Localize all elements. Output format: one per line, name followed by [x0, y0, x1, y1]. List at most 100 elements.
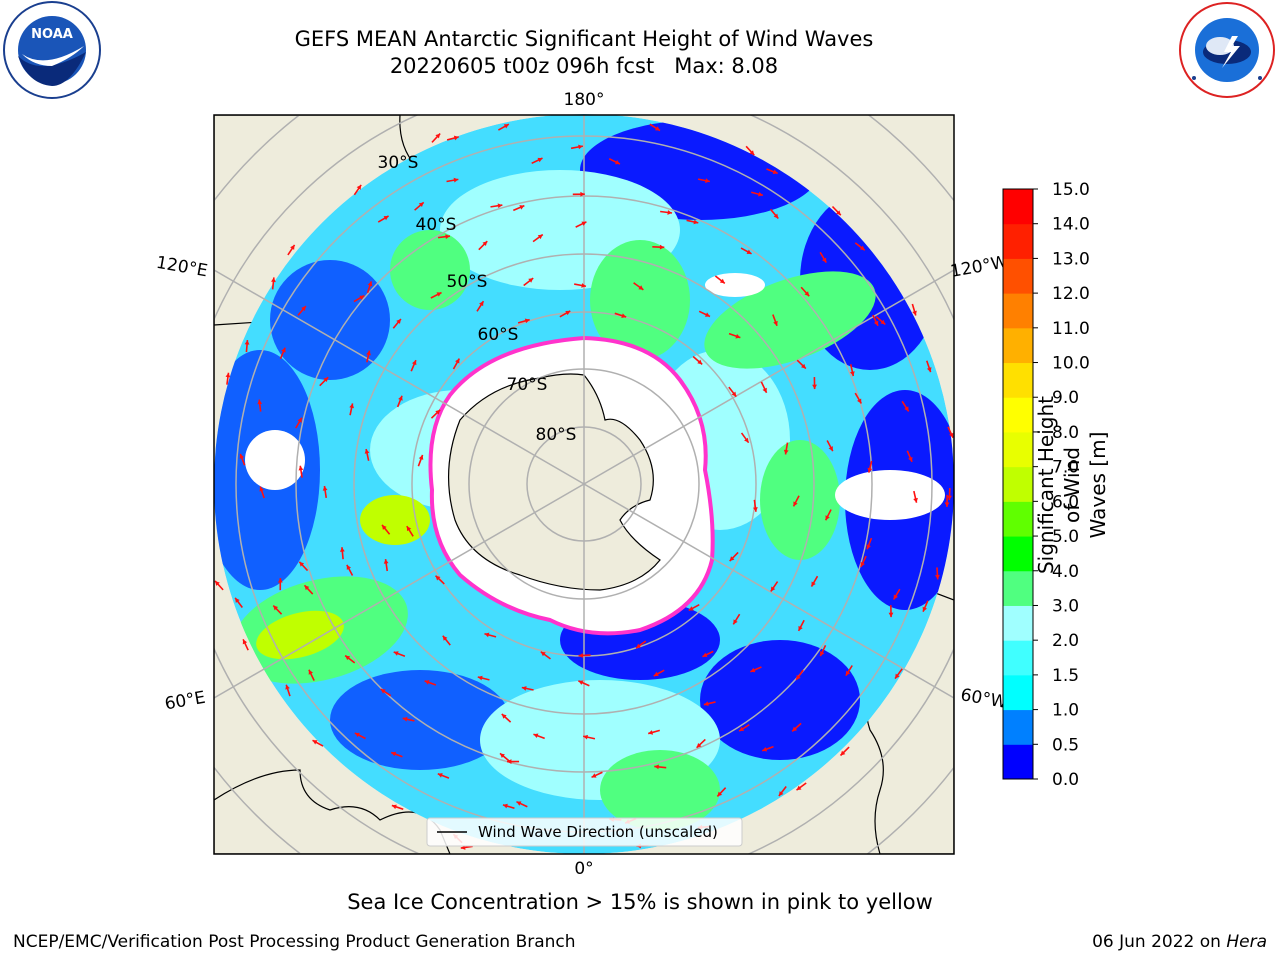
wind-arrow-head: [366, 350, 371, 356]
colorbar-segment: [1003, 431, 1033, 468]
wind-arrow-head: [850, 371, 855, 377]
wind-arrow-head: [753, 507, 758, 512]
wind-arrow-head: [281, 347, 286, 353]
wind-arrow-head: [744, 437, 749, 443]
wind-arrow-head: [482, 241, 488, 247]
wind-arrow-head: [257, 399, 263, 405]
colorbar-tick-label: 13.0: [1052, 249, 1090, 269]
wind-arrow-head: [259, 486, 264, 492]
wind-arrow-head: [821, 257, 827, 263]
wind-arrow-head: [845, 670, 851, 676]
wind-arrow-head: [750, 667, 756, 673]
wind-arrow-head: [908, 456, 913, 462]
wind-arrow-head: [772, 169, 778, 175]
footer-host: Hera: [1226, 932, 1267, 952]
wind-arrow-head: [947, 495, 952, 501]
wind-arrow-head: [215, 580, 220, 586]
wind-arrow-head: [364, 449, 370, 454]
wind-arrow-head: [836, 210, 841, 216]
wind-arrow-head: [704, 312, 710, 317]
wind-arrow-head: [922, 606, 928, 612]
colorbar-tick-label: 11.0: [1052, 319, 1090, 339]
wind-arrow-head: [944, 502, 950, 507]
lon-label-0: 0°: [574, 859, 593, 879]
wind-arrow-head: [396, 319, 401, 324]
wind-arrow-head: [398, 395, 403, 401]
lon-label-120w: 120°W: [949, 252, 1010, 282]
wind-arrow-head: [285, 684, 290, 690]
colorbar-segment: [1003, 674, 1033, 711]
colorbar-segment: [1003, 709, 1033, 745]
wind-arrow-head: [301, 306, 306, 311]
wind-arrow-head: [437, 773, 443, 778]
colorbar-segment: [1003, 570, 1033, 606]
wind-arrow-head: [717, 791, 723, 797]
wind-arrow-head: [507, 759, 512, 764]
wind-arrow-head: [581, 221, 587, 226]
wind-arrow-head: [411, 360, 417, 366]
wind-arrow-head: [484, 632, 490, 638]
wind-arrow-head: [859, 245, 865, 251]
wind-arrow-head: [242, 639, 248, 645]
wind-arrow-head: [533, 733, 539, 738]
lon-label-120e: 120°E: [155, 253, 209, 282]
wind-arrow-head: [402, 716, 408, 722]
wind-arrow-head: [225, 372, 231, 378]
colorbar-tick-label: 9.0: [1052, 388, 1079, 408]
wind-arrow-head: [537, 157, 543, 163]
wind-arrow-head: [825, 515, 830, 521]
wind-arrow-head: [796, 785, 802, 791]
noaa-logo: NOAA: [3, 1, 101, 99]
wind-arrow-head: [502, 803, 508, 809]
wind-arrow-head: [729, 556, 735, 562]
wind-arrow-head: [304, 585, 310, 591]
wind-arrow-head: [749, 150, 755, 156]
wind-arrow-head: [391, 804, 397, 810]
wind-arrow-head: [308, 669, 314, 675]
footer-date-text: 06 Jun 2022 on: [1092, 932, 1227, 952]
wind-arrow-head: [735, 333, 741, 339]
map-legend: Wind Wave Direction (unscaled): [426, 817, 743, 847]
wind-arrow-head: [497, 203, 503, 209]
chart-subtitle: 20220605 t00z 096h fcst Max: 8.08: [389, 54, 779, 78]
wind-arrow-head: [880, 319, 886, 325]
lat-label-50s: 50°S: [447, 272, 488, 292]
wind-arrow-head: [537, 234, 543, 240]
colorbar: 0.0 0.5 1.0 1.5 2.0 3.0 4.0 5.0 6.0 7.0 8.0 9.0 10.0…: [1002, 180, 1090, 790]
wind-arrow-head: [935, 574, 940, 580]
wind-arrow-head: [565, 310, 571, 316]
wind-arrow-head: [516, 801, 522, 806]
wind-arrow-head: [499, 753, 505, 759]
wind-arrow-head: [866, 544, 871, 550]
colorbar-tick-label: 14.0: [1052, 215, 1090, 235]
wind-arrow-head: [290, 244, 295, 250]
colorbar-segment: [1003, 223, 1033, 259]
wind-arrow-head: [811, 581, 816, 587]
wind-arrow-head: [521, 686, 527, 691]
colorbar-segment: [1003, 258, 1033, 294]
colorbar-tick-label: 5.0: [1052, 527, 1079, 547]
wind-arrow-head: [455, 358, 460, 364]
colorbar-segment: [1003, 744, 1033, 780]
map-frame: [213, 114, 955, 855]
colorbar-title: Significant Height of Wind Waves [m]: [1033, 385, 1111, 585]
colorbar-tick-label: 4.0: [1052, 562, 1079, 582]
wind-arrow-head: [519, 205, 525, 210]
wind-arrow-head: [746, 249, 752, 254]
wind-arrow-head: [793, 501, 798, 507]
wind-arrow-head: [453, 177, 459, 183]
lon-label-60e: 60°E: [163, 688, 207, 715]
wind-arrow-head: [762, 387, 767, 393]
colorbar-tick-label: 1.0: [1052, 701, 1079, 721]
wind-arrow-head: [703, 701, 709, 707]
wind-arrow-head: [277, 578, 283, 583]
wind-arrow-head: [688, 606, 694, 611]
wind-arrow-head: [235, 597, 240, 603]
wind-arrow-head: [702, 652, 708, 657]
wind-arrow-head: [540, 651, 546, 657]
wind-arrow-head: [828, 446, 833, 452]
wind-arrow-head: [578, 144, 583, 150]
wind-arrow-head: [382, 524, 387, 530]
wind-arrow-head: [581, 283, 586, 288]
wind-arrow-head: [873, 320, 879, 326]
